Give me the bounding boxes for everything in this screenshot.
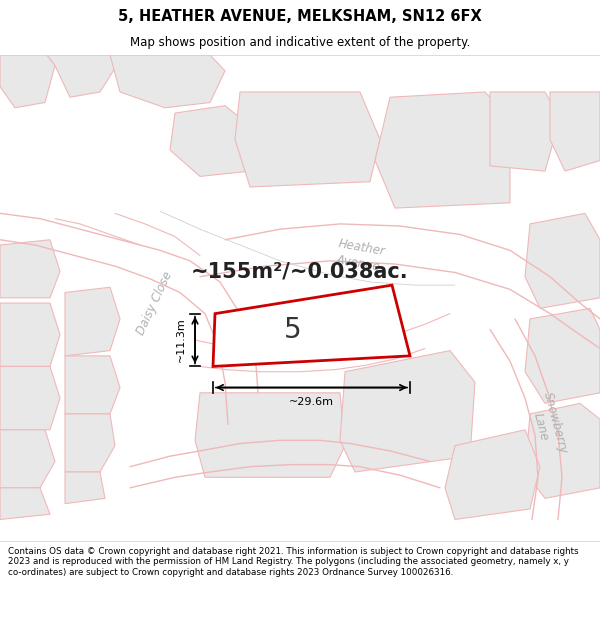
Polygon shape bbox=[35, 39, 120, 98]
Text: Heather
Avenue: Heather Avenue bbox=[334, 237, 386, 274]
Polygon shape bbox=[550, 92, 600, 171]
Polygon shape bbox=[525, 308, 600, 403]
Polygon shape bbox=[525, 403, 600, 498]
Polygon shape bbox=[0, 240, 60, 298]
Text: Map shows position and indicative extent of the property.: Map shows position and indicative extent… bbox=[130, 36, 470, 49]
Polygon shape bbox=[65, 414, 115, 472]
Polygon shape bbox=[340, 351, 475, 472]
Text: ~155m²/~0.038ac.: ~155m²/~0.038ac. bbox=[191, 261, 409, 281]
Polygon shape bbox=[65, 356, 120, 414]
Polygon shape bbox=[375, 92, 510, 208]
Polygon shape bbox=[0, 39, 55, 107]
Polygon shape bbox=[0, 303, 60, 366]
Text: ~11.3m: ~11.3m bbox=[176, 318, 186, 362]
Polygon shape bbox=[0, 430, 55, 488]
Text: Snowberry
Lane: Snowberry Lane bbox=[526, 390, 570, 459]
Text: 5, HEATHER AVENUE, MELKSHAM, SN12 6FX: 5, HEATHER AVENUE, MELKSHAM, SN12 6FX bbox=[118, 9, 482, 24]
Polygon shape bbox=[445, 430, 540, 519]
Polygon shape bbox=[0, 366, 60, 430]
Polygon shape bbox=[235, 92, 380, 187]
Polygon shape bbox=[195, 393, 345, 478]
Text: 5: 5 bbox=[284, 316, 301, 344]
Text: Daisy Close: Daisy Close bbox=[134, 269, 175, 337]
Polygon shape bbox=[213, 285, 410, 366]
Text: Contains OS data © Crown copyright and database right 2021. This information is : Contains OS data © Crown copyright and d… bbox=[8, 547, 578, 577]
Text: ~29.6m: ~29.6m bbox=[289, 398, 334, 408]
Polygon shape bbox=[525, 213, 600, 308]
Polygon shape bbox=[65, 472, 105, 504]
Polygon shape bbox=[65, 288, 120, 356]
Polygon shape bbox=[170, 106, 260, 176]
Polygon shape bbox=[110, 44, 225, 107]
Polygon shape bbox=[0, 488, 50, 519]
Polygon shape bbox=[490, 92, 560, 171]
